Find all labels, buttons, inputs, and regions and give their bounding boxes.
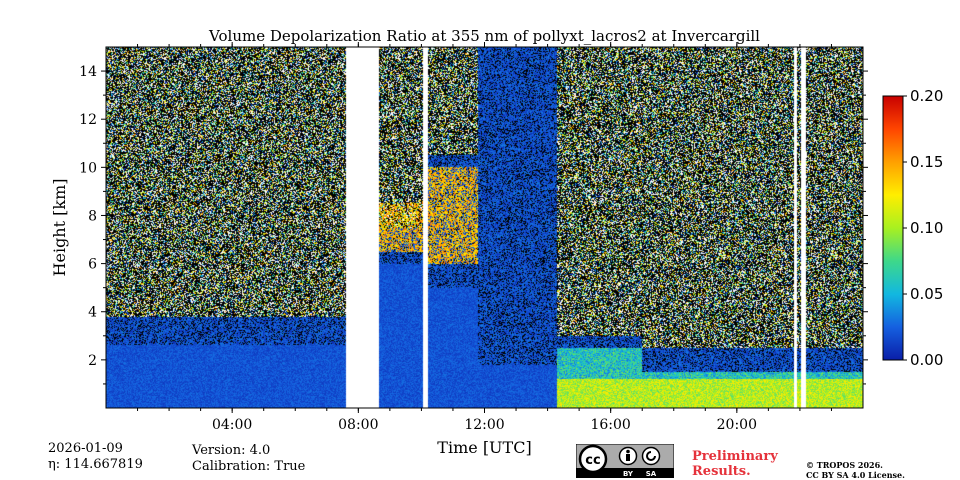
colorbar-tick-label: 0.20 — [910, 87, 943, 105]
sa-label: SA — [646, 470, 657, 478]
preliminary-notice: Preliminary Results. — [692, 449, 778, 479]
y-tick-label: 6 — [88, 257, 97, 273]
x-tick-label: 08:00 — [338, 417, 378, 433]
colorbar-tick-label: 0.00 — [910, 351, 943, 369]
heatmap-plot — [105, 46, 864, 409]
calibration-text: Calibration: True — [192, 459, 306, 474]
copyright-line-1: © TROPOS 2026. — [806, 460, 883, 470]
depolarization-heatmap — [106, 47, 863, 408]
cc-letters: cc — [585, 453, 600, 468]
chart-title: Volume Depolarization Ratio at 355 nm of… — [208, 27, 760, 45]
x-axis-label: Time [UTC] — [437, 438, 531, 457]
measurement-date: 2026-01-09 — [48, 441, 123, 456]
x-tick-label: 20:00 — [717, 417, 757, 433]
colorbar: 0.00 0.05 0.10 0.15 0.20 — [882, 87, 943, 369]
colorbar-tick-label: 0.10 — [910, 219, 943, 237]
eta-value: η: 114.667819 — [48, 457, 143, 472]
preliminary-line-2: Results. — [692, 464, 751, 479]
y-tick-label: 12 — [79, 112, 97, 128]
y-axis: 2 4 6 8 10 12 14 — [79, 64, 868, 385]
y-axis-label: Height [km] — [50, 179, 69, 277]
colorbar-ticks: 0.00 0.05 0.10 0.15 0.20 — [903, 87, 943, 369]
x-axis: 04:00 08:00 12:00 16:00 20:00 — [137, 42, 832, 433]
y-tick-label: 10 — [79, 160, 97, 176]
copyright-notice: © TROPOS 2026. CC BY SA 4.0 License. — [806, 460, 905, 480]
by-label: BY — [623, 470, 634, 478]
x-tick-label: 04:00 — [212, 417, 252, 433]
y-tick-label: 2 — [88, 353, 97, 369]
x-tick-label: 12:00 — [464, 417, 504, 433]
y-tick-label: 4 — [88, 305, 97, 321]
colorbar-gradient — [882, 95, 904, 361]
footer-version-block: Version: 4.0 Calibration: True — [192, 443, 305, 475]
colorbar-tick-label: 0.15 — [910, 153, 943, 171]
y-tick-label: 14 — [79, 64, 97, 80]
version-text: Version: 4.0 — [192, 443, 271, 458]
preliminary-line-1: Preliminary — [692, 449, 778, 464]
x-tick-label: 16:00 — [590, 417, 630, 433]
sa-icon — [641, 446, 661, 466]
cc-by-sa-license-icon: cc BY SA — [576, 444, 674, 478]
colorbar-tick-label: 0.05 — [910, 285, 943, 303]
footer-date-block: 2026-01-09 η: 114.667819 — [48, 441, 143, 473]
copyright-line-2: CC BY SA 4.0 License. — [806, 470, 905, 480]
y-tick-label: 8 — [88, 208, 97, 224]
